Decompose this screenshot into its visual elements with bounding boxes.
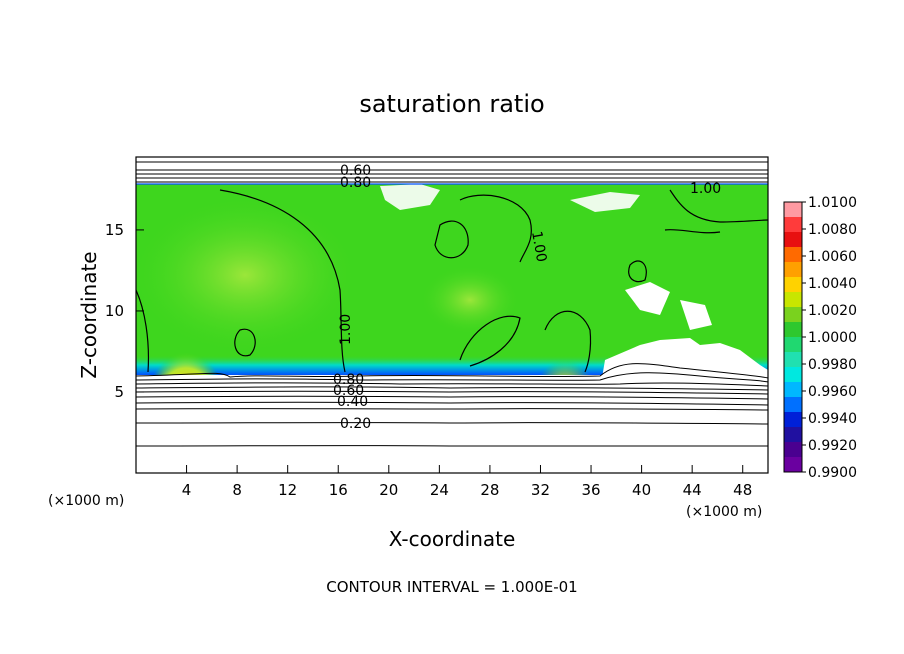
contour-label-bottom-2: 0.40	[337, 394, 368, 410]
contour-lines-lower	[136, 363, 768, 447]
contour-label-bottom-3: 0.20	[340, 416, 371, 432]
colorbar-swatch	[784, 382, 802, 398]
colorbar: 1.0100 1.0080 1.0060 1.0040 1.0020 1.0000 0.99…	[783, 195, 857, 481]
colorbar-swatch	[784, 367, 802, 383]
colorbar-swatch	[784, 427, 802, 443]
colorbar-label: 1.0080	[808, 222, 857, 238]
colorbar-swatch	[784, 202, 802, 218]
colorbar-swatch	[784, 442, 802, 458]
contour-lines-upper	[136, 161, 768, 183]
colorbar-label: 1.0000	[808, 330, 857, 346]
colorbar-label: 1.0100	[808, 195, 857, 211]
x-tick-label: 48	[733, 481, 752, 499]
x-tick-label: 36	[581, 481, 600, 499]
colorbar-label: 0.9980	[808, 357, 857, 373]
x-tick-label: 28	[480, 481, 499, 499]
x-axis-label: X-coordinate	[389, 527, 516, 551]
y-axis-unit: (×1000 m)	[48, 493, 124, 509]
colorbar-label: 0.9920	[808, 438, 857, 454]
light-region-left	[136, 195, 360, 355]
y-axis-ticks: 5 10 15	[105, 221, 144, 401]
contour-label-one-b: 1.00	[528, 230, 549, 263]
colorbar-swatch	[784, 292, 802, 308]
colorbar-swatch	[784, 307, 802, 323]
contour-label-bottom-1: 0.60	[333, 383, 364, 399]
x-tick-label: 8	[232, 481, 242, 499]
lower-dry-region	[136, 375, 768, 473]
x-tick-label: 4	[182, 481, 192, 499]
contour-label-top-1: 0.80	[340, 175, 371, 191]
x-tick-label: 16	[329, 481, 348, 499]
x-tick-label: 12	[278, 481, 297, 499]
colorbar-swatch	[784, 217, 802, 233]
colorbar-swatch	[784, 247, 802, 263]
dry-patch-topright	[570, 192, 640, 212]
light-region-mid	[420, 265, 520, 335]
y-axis-label: Z-coordinate	[77, 251, 101, 378]
colorbar-swatch	[784, 352, 802, 368]
contour-label-one-c: 1.00	[690, 181, 721, 197]
contour-lines-one	[136, 189, 768, 373]
colorbar-label: 0.9960	[808, 384, 857, 400]
colorbar-swatch	[784, 322, 802, 338]
x-tick-label: 40	[632, 481, 651, 499]
contour-label-top-0: 0.60	[340, 163, 371, 179]
y-tick-label: 5	[114, 383, 124, 401]
footer-contour-interval: CONTOUR INTERVAL = 1.000E-01	[326, 578, 577, 596]
colorbar-label: 0.9940	[808, 411, 857, 427]
chart-title: saturation ratio	[359, 90, 544, 118]
contour-label-one-a: 1.00	[338, 314, 354, 345]
colorbar-swatch	[784, 262, 802, 278]
dry-patch-side2	[680, 300, 712, 330]
colorbar-swatch	[784, 397, 802, 413]
x-tick-label: 44	[683, 481, 702, 499]
colorbar-label: 1.0020	[808, 303, 857, 319]
colorbar-swatch	[784, 337, 802, 353]
x-axis-ticks: 4 8 12 16 20 24 28 32 36 40 44 48	[182, 465, 752, 499]
colorbar-swatch	[784, 232, 802, 248]
plot-area	[136, 157, 768, 473]
y-tick-label: 10	[105, 302, 124, 320]
x-axis-unit: (×1000 m)	[686, 504, 762, 520]
colorbar-swatch	[784, 412, 802, 428]
colorbar-swatch	[784, 457, 802, 473]
dry-patch-top	[380, 184, 440, 210]
dry-patch-side	[625, 282, 670, 315]
contour-labels: 0.60 0.80 1.00 1.00 1.00 0.80 0.60 0.40 …	[333, 163, 721, 432]
colorbar-label: 1.0060	[808, 249, 857, 265]
x-tick-label: 32	[531, 481, 550, 499]
x-tick-label: 24	[430, 481, 449, 499]
colorbar-label: 1.0040	[808, 276, 857, 292]
colorbar-label: 0.9900	[808, 465, 857, 481]
plot-frame	[135, 156, 769, 474]
x-tick-label: 20	[379, 481, 398, 499]
y-tick-label: 15	[105, 221, 124, 239]
colorbar-swatch	[784, 277, 802, 293]
contour-label-bottom-0: 0.80	[333, 372, 364, 388]
